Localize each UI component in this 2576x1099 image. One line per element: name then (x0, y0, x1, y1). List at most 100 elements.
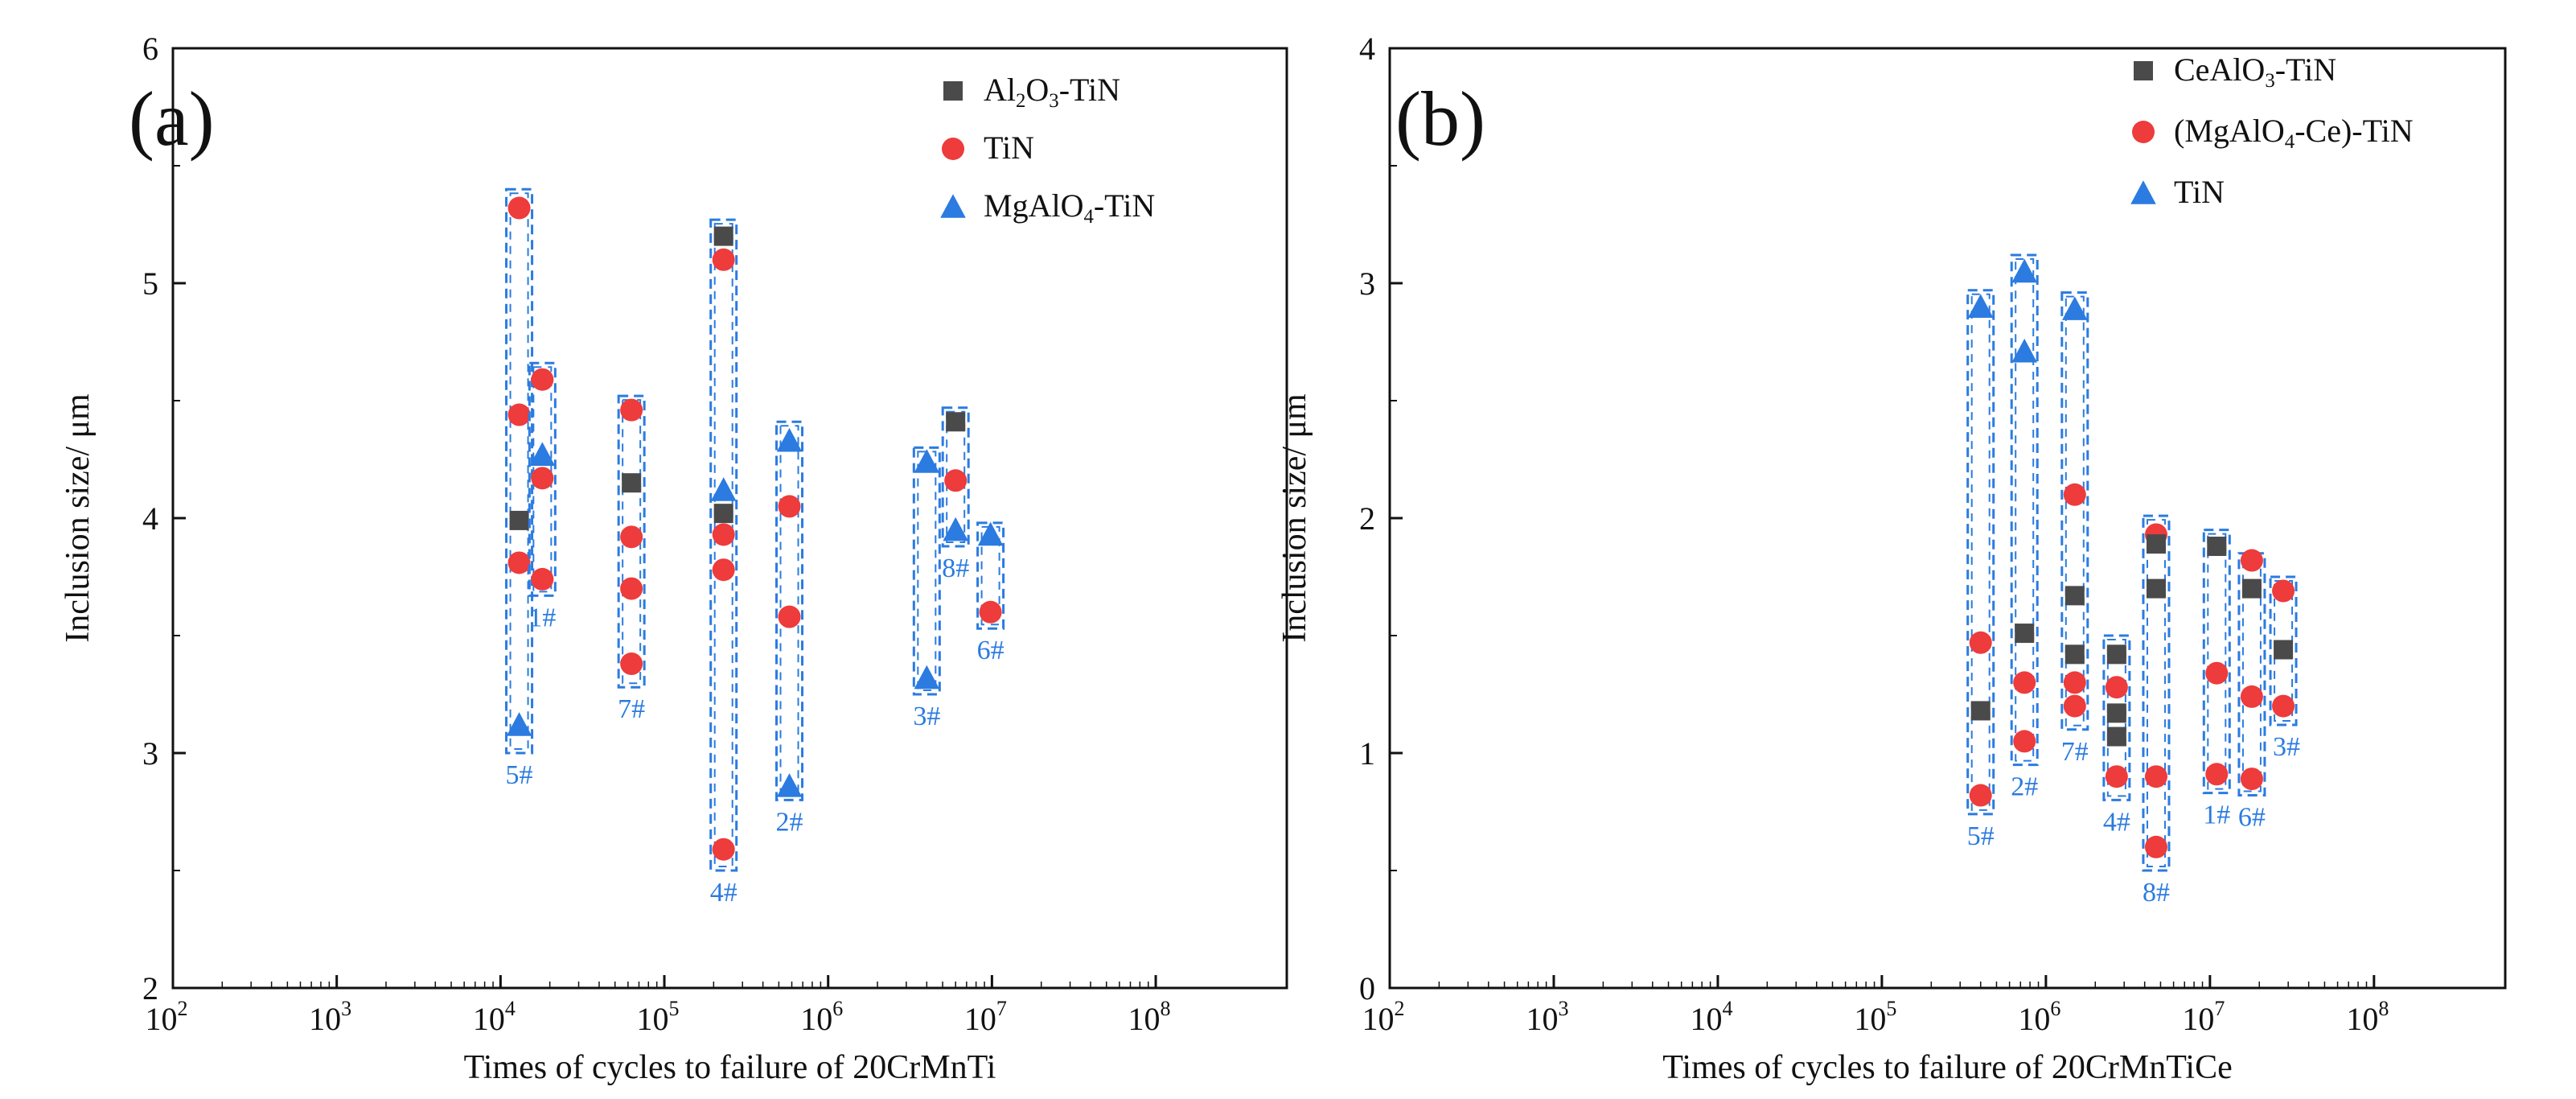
x-tick-label: 102 (1362, 997, 1405, 1037)
group-box (941, 406, 970, 548)
group-box-inner (2241, 556, 2262, 792)
y-tick-label: 6 (142, 31, 158, 67)
data-point-circle (507, 403, 531, 426)
y-tick-label: 4 (1359, 31, 1375, 67)
data-point-square (2207, 537, 2227, 557)
data-point-circle (531, 467, 554, 490)
legend-label: MgAlO4-TiN (984, 187, 1155, 228)
plot-frame (1388, 47, 2507, 990)
group-box (912, 446, 941, 696)
legend-label: CeAlO3-TiN (2174, 51, 2336, 92)
y-tick-label: 2 (142, 970, 158, 1006)
data-point-square (2064, 586, 2085, 606)
data-point-circle (712, 523, 735, 546)
data-point-square (2146, 578, 2166, 599)
group-label: 7# (2061, 737, 2089, 767)
data-point-triangle (710, 477, 737, 501)
data-point-circle (2272, 579, 2295, 603)
data-point-square (2241, 578, 2262, 599)
data-point-circle (2240, 549, 2263, 572)
group-label: 1# (2203, 801, 2230, 830)
y-tick-label: 3 (142, 735, 158, 772)
data-point-square (713, 226, 733, 246)
data-point-square (2274, 640, 2294, 660)
group-label: 8# (942, 554, 969, 583)
legend-label: TiN (2174, 174, 2225, 210)
group-label: 4# (2103, 807, 2130, 837)
data-point-circle (2240, 685, 2263, 708)
group-box (2269, 575, 2298, 726)
data-point-square (2106, 644, 2126, 665)
data-point-circle (2105, 676, 2128, 699)
data-point-triangle (943, 517, 968, 541)
data-point-triangle (2061, 296, 2088, 320)
group-label: 2# (2011, 772, 2038, 802)
group-label: 5# (506, 760, 533, 790)
y-axis-title: Inclusion size/ μm (1276, 393, 1313, 643)
data-point-circle (2144, 765, 2167, 788)
x-axis-title: Times of cycles to failure of 20CrMnTiCe (1662, 1049, 2233, 1086)
y-tick-label: 4 (142, 500, 158, 537)
group-label: 2# (776, 807, 803, 837)
data-point-circle (2013, 730, 2036, 753)
legend-label: Al2O3-TiN (984, 72, 1120, 112)
legend-marker-triangle (940, 194, 966, 218)
data-point-triangle (1967, 294, 1994, 318)
data-point-circle (2105, 765, 2128, 788)
data-point-square (2106, 703, 2126, 723)
x-tick-label: 104 (1690, 997, 1732, 1037)
panel-label: (b) (1395, 76, 1485, 162)
x-tick-label: 104 (473, 997, 516, 1037)
group-box-inner (713, 223, 733, 868)
group-box-inner (2146, 519, 2166, 868)
data-point-circle (1969, 631, 1992, 654)
x-tick-label: 107 (2182, 997, 2225, 1037)
data-point-triangle (914, 449, 940, 473)
group-box-inner (1970, 293, 1991, 811)
data-point-circle (2063, 694, 2086, 718)
data-point-triangle (529, 442, 556, 466)
legend-marker-square (943, 81, 963, 101)
legend-label: TiN (984, 130, 1034, 166)
data-point-circle (2272, 694, 2295, 718)
data-point-circle (620, 525, 643, 549)
x-axis-title: Times of cycles to failure of 20CrMnTi (464, 1049, 996, 1086)
data-point-circle (979, 600, 1002, 624)
group-label: 3# (913, 702, 940, 731)
group-label: 1# (528, 603, 556, 632)
data-point-circle (712, 248, 735, 271)
data-point-circle (944, 469, 968, 492)
group-box (2010, 253, 2039, 767)
x-tick-label: 103 (1526, 997, 1568, 1037)
x-tick-label: 108 (2346, 997, 2389, 1037)
data-point-square (622, 473, 642, 493)
data-point-triangle (2011, 258, 2038, 283)
data-point-triangle (914, 665, 940, 689)
legend-label: (MgAlO4-Ce)-TiN (2174, 113, 2414, 153)
x-tick-label: 102 (146, 997, 188, 1037)
group-label: 3# (2273, 732, 2300, 762)
data-point-square (2106, 726, 2126, 747)
data-point-triangle (506, 712, 532, 736)
y-tick-label: 5 (142, 265, 158, 302)
data-point-square (2015, 624, 2035, 644)
data-point-square (946, 412, 966, 432)
data-point-circle (531, 567, 554, 591)
y-axis-title: Inclusion size/ μm (60, 393, 97, 643)
legend-marker-circle (942, 138, 964, 160)
group-box (775, 420, 804, 801)
data-point-circle (2240, 768, 2263, 791)
x-tick-label: 105 (637, 997, 680, 1037)
x-tick-label: 103 (309, 997, 351, 1037)
x-tick-label: 107 (964, 997, 1007, 1037)
group-label: 4# (710, 878, 737, 908)
y-tick-label: 2 (1359, 500, 1375, 537)
group-box (976, 521, 1005, 630)
data-point-circle (2013, 671, 2036, 694)
data-point-circle (1969, 784, 1992, 807)
group-box (505, 187, 534, 755)
group-box-inner (509, 192, 529, 750)
data-point-circle (507, 196, 531, 220)
group-label: 7# (618, 694, 645, 724)
